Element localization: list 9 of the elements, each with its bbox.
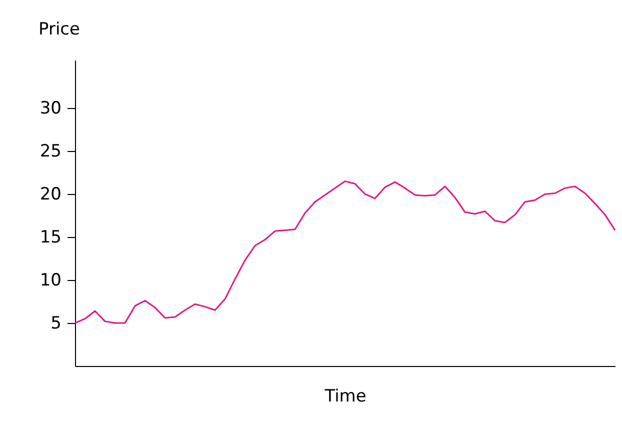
y-axis-title: Price bbox=[38, 20, 80, 40]
x-axis-title: Time bbox=[324, 386, 366, 406]
y-tick-label: 20 bbox=[40, 184, 62, 205]
y-tick-label: 5 bbox=[50, 314, 62, 334]
line-series bbox=[74, 180, 616, 324]
y-tick-label: 30 bbox=[40, 98, 62, 119]
y-tick-label: 25 bbox=[40, 142, 62, 162]
y-tick-label: 10 bbox=[40, 270, 62, 291]
y-tick-label: 15 bbox=[40, 228, 62, 248]
